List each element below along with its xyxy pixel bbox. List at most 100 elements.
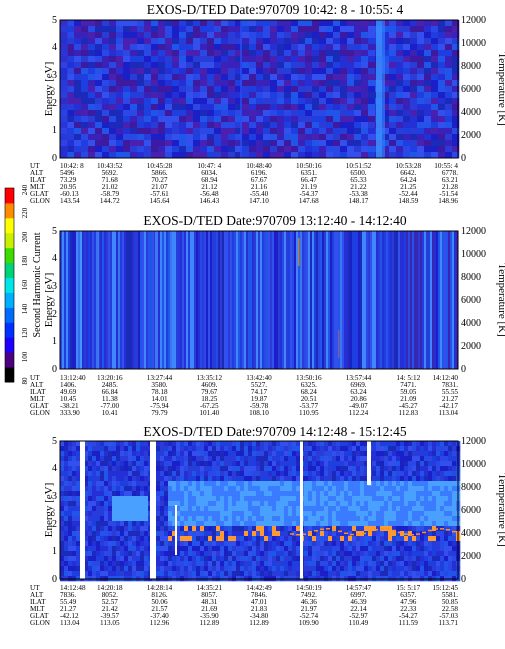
- spectrogram-cell: [224, 571, 229, 577]
- spectrogram-streak: [204, 231, 207, 369]
- spectrogram-cell: [408, 471, 413, 477]
- spectrogram-cell: [96, 501, 101, 507]
- spectrogram-cell: [268, 491, 273, 497]
- panel-3-ytick-4: 4: [52, 463, 57, 474]
- spectrogram-cell: [361, 20, 369, 27]
- spectrogram-cell: [200, 104, 208, 111]
- spectrogram-cell: [120, 451, 125, 457]
- spectrogram-cell: [260, 526, 265, 532]
- spectrogram-cell: [417, 122, 425, 129]
- spectrogram-cell: [436, 506, 441, 512]
- spectrogram-cell: [249, 80, 257, 87]
- spectrogram-cell: [156, 526, 161, 532]
- spectrogram-cell: [74, 146, 82, 153]
- panel-3-row-label-glon: GLON: [30, 619, 51, 627]
- spectrogram-cell: [104, 536, 109, 542]
- spectrogram-cell: [248, 446, 253, 452]
- spectrogram-cell: [220, 526, 225, 532]
- spectrogram-cell: [260, 536, 265, 542]
- spectrogram-cell: [328, 551, 333, 557]
- spectrogram-streak: [244, 231, 247, 369]
- spectrogram-cell: [256, 571, 261, 577]
- spectrogram-cell: [400, 566, 405, 572]
- spectrogram-cell: [298, 146, 306, 153]
- spectrogram-cell: [320, 566, 325, 572]
- spectrogram-cell: [340, 32, 348, 39]
- spectrogram-cell: [368, 152, 376, 159]
- panel-2-row-label-ut: UT: [30, 374, 40, 382]
- spectrogram-cell: [242, 44, 250, 51]
- spectrogram-cell: [410, 92, 418, 99]
- spectrogram-cell: [384, 456, 389, 462]
- spectrogram-cell: [432, 561, 437, 567]
- spectrogram-cell: [340, 496, 345, 502]
- spectrogram-cell: [109, 104, 117, 111]
- spectrogram-streak: [338, 231, 341, 369]
- spectrogram-cell: [396, 32, 404, 39]
- spectrogram-cell: [256, 516, 261, 522]
- spectrogram-streak: [416, 533, 420, 535]
- spectrogram-cell: [412, 521, 417, 527]
- panel-1-orbit-table: UT ALT ILAT MLT GLAT GLON 10:42: 8549673…: [30, 162, 458, 205]
- spectrogram-cell: [124, 486, 129, 492]
- colorbar-swatch: [5, 292, 14, 308]
- spectrogram-cell: [120, 566, 125, 572]
- spectrogram-cell: [242, 110, 250, 117]
- spectrogram-cell: [140, 466, 145, 472]
- spectrogram-cell: [312, 461, 317, 467]
- spectrogram-cell: [404, 526, 409, 532]
- spectrogram-cell: [242, 140, 250, 147]
- spectrogram-cell: [277, 32, 285, 39]
- spectrogram-cell: [196, 506, 201, 512]
- spectrogram-cell: [416, 486, 421, 492]
- spectrogram-cell: [204, 486, 209, 492]
- spectrogram-cell: [221, 74, 229, 81]
- spectrogram-cell: [212, 536, 217, 542]
- spectrogram-cell: [192, 526, 197, 532]
- spectrogram-cell: [444, 571, 449, 577]
- table-cell: 6778.: [442, 169, 458, 177]
- spectrogram-cell: [165, 98, 173, 105]
- spectrogram-cell: [224, 461, 229, 467]
- spectrogram-cell: [200, 152, 208, 159]
- spectrogram-cell: [276, 536, 281, 542]
- spectrogram-cell: [340, 116, 348, 123]
- spectrogram-cell: [392, 446, 397, 452]
- spectrogram-cell: [424, 80, 432, 87]
- spectrogram-cell: [232, 531, 237, 537]
- spectrogram-cell: [292, 501, 297, 507]
- spectrogram-cell: [193, 110, 201, 117]
- spectrogram-streak: [256, 231, 259, 369]
- spectrogram-cell: [112, 546, 117, 552]
- spectrogram-cell: [305, 152, 313, 159]
- spectrogram-streak: [74, 231, 77, 369]
- spectrogram-cell: [200, 551, 205, 557]
- spectrogram-cell: [74, 152, 82, 159]
- spectrogram-cell: [276, 531, 281, 537]
- spectrogram-cell: [164, 486, 169, 492]
- spectrogram-cell: [277, 50, 285, 57]
- spectrogram-cell: [172, 38, 180, 45]
- spectrogram-cell: [336, 566, 341, 572]
- spectrogram-cell: [151, 152, 159, 159]
- spectrogram-cell: [220, 491, 225, 497]
- spectrogram-cell: [326, 62, 334, 69]
- spectrogram-cell: [328, 441, 333, 447]
- spectrogram-cell: [228, 506, 233, 512]
- spectrogram-cell: [236, 571, 241, 577]
- spectrogram-cell: [216, 556, 221, 562]
- spectrogram-cell: [352, 441, 357, 447]
- panel-3-row-label-glat: GLAT: [30, 612, 49, 620]
- spectrogram-cell: [112, 526, 117, 532]
- spectrogram-cell: [95, 68, 103, 75]
- spectrogram-cell: [179, 128, 187, 135]
- spectrogram-cell: [164, 526, 169, 532]
- spectrogram-streak: [104, 231, 107, 369]
- spectrogram-cell: [84, 536, 89, 542]
- spectrogram-cell: [284, 496, 289, 502]
- spectrogram-cell: [396, 152, 404, 159]
- spectrogram-cell: [100, 566, 105, 572]
- table-cell: 8057.: [201, 591, 217, 599]
- spectrogram-cell: [305, 128, 313, 135]
- spectrogram-cell: [214, 50, 222, 57]
